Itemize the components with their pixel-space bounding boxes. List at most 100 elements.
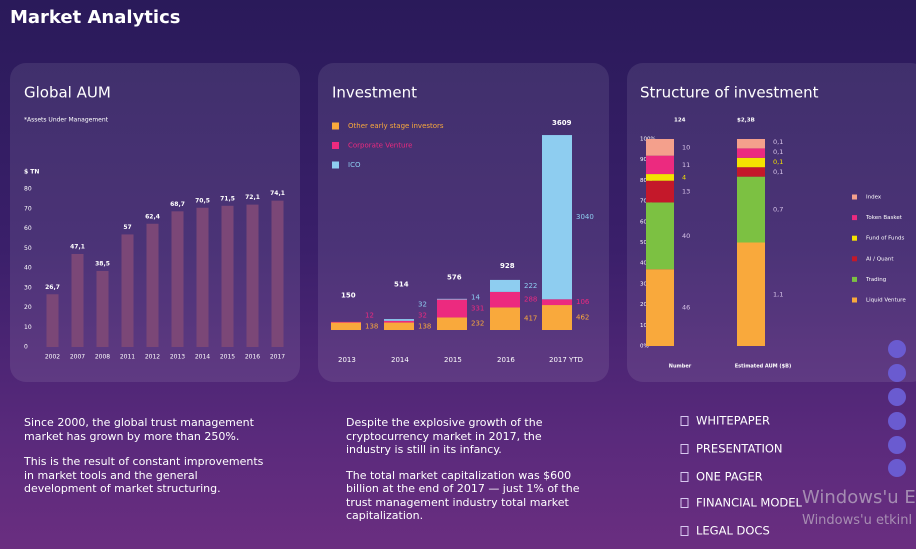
y-tick-label: 10: [24, 324, 32, 331]
x-tick-label: 2015: [220, 354, 235, 361]
social-icon[interactable]: [888, 340, 906, 358]
legend-swatch: [852, 297, 857, 303]
social-icon[interactable]: [888, 388, 906, 406]
link-icon: [680, 472, 689, 482]
bar-segment: [646, 202, 674, 270]
x-tick-label: 2016: [245, 354, 260, 361]
value-label: 288: [524, 296, 537, 304]
value-label: 462: [576, 314, 589, 322]
y-tick-label: 20: [24, 304, 32, 311]
x-tick-label: 2007: [70, 354, 85, 361]
social-icon[interactable]: [888, 459, 906, 477]
value-label: 40: [682, 232, 690, 240]
x-tick-label: 2008: [95, 354, 110, 361]
bar: [46, 294, 59, 347]
legend-label: Trading: [865, 277, 886, 283]
nav-link[interactable]: LEGAL DOCS: [680, 524, 770, 538]
value-label: 106: [576, 298, 590, 306]
y-tick-label: 70: [24, 205, 32, 212]
x-tick-label: 2015: [444, 356, 462, 364]
link-label: PRESENTATION: [696, 442, 783, 456]
nav-link[interactable]: WHITEPAPER: [680, 414, 770, 428]
bar-segment: [331, 321, 361, 323]
paragraph: The total market capitalization was $600…: [346, 468, 580, 523]
value-label: 47,1: [70, 243, 85, 250]
value-label: 0,1: [773, 138, 783, 146]
subtitle: *Assets Under Management: [24, 117, 109, 124]
bar-segment: [737, 139, 765, 149]
social-icons: [888, 340, 906, 477]
nav-link[interactable]: FINANCIAL MODEL: [680, 496, 803, 510]
y-tick-label: 30: [24, 284, 32, 291]
bar-segment: [437, 298, 467, 300]
value-label: 72,1: [245, 194, 260, 201]
legend-label: Index: [866, 195, 882, 201]
value-label: 26,7: [45, 284, 60, 291]
bar-segment: [542, 299, 572, 306]
bar-segment: [737, 148, 765, 158]
card: [627, 63, 916, 382]
total-label: 576: [447, 274, 462, 282]
nav-link[interactable]: ONE PAGER: [680, 470, 763, 484]
bar: [171, 211, 184, 347]
bar-segment: [646, 139, 674, 156]
link-label: FINANCIAL MODEL: [696, 496, 803, 510]
left-text: Since 2000, the global trust management …: [24, 416, 269, 508]
bar: [121, 234, 134, 347]
social-icon[interactable]: [888, 412, 906, 430]
bar-segment: [737, 176, 765, 243]
x-tick-label: 2011: [120, 354, 135, 361]
x-tick-label: 2002: [45, 354, 60, 361]
x-tick-label: 2013: [338, 356, 356, 364]
value-label: 70,5: [195, 197, 210, 204]
total-label: 928: [500, 262, 515, 270]
legend-swatch: [852, 235, 857, 241]
value-label: 232: [471, 320, 484, 328]
total-label: $2,3B: [737, 118, 755, 124]
social-icon[interactable]: [888, 364, 906, 382]
value-label: 0,1: [773, 148, 783, 156]
x-tick-label: 2012: [145, 354, 160, 361]
legend-swatch: [852, 276, 857, 282]
value-label: 57: [123, 224, 131, 231]
value-label: 46: [682, 304, 690, 312]
card-title: Global AUM: [24, 84, 111, 102]
bar-segment: [542, 305, 572, 330]
legend-label: Fund of Funds: [866, 236, 904, 242]
x-tick-label: 2017: [270, 354, 285, 361]
bar-segment: [384, 322, 414, 330]
link-icon: [680, 526, 689, 536]
value-label: 13: [682, 188, 690, 196]
bar-segment: [646, 155, 674, 175]
legend-swatch: [332, 161, 339, 169]
social-icon[interactable]: [888, 436, 906, 454]
bar: [71, 253, 84, 347]
nav-link[interactable]: PRESENTATION: [680, 442, 783, 456]
bar-segment: [437, 299, 467, 318]
bar: [196, 207, 209, 347]
y-tick-label: 80: [24, 186, 32, 193]
bar-segment: [737, 242, 765, 346]
bar-segment: [646, 269, 674, 346]
middle-text: Despite the explosive growth of the cryp…: [346, 416, 586, 535]
value-label: 222: [524, 282, 537, 290]
x-tick-label: Number: [669, 364, 692, 370]
link-label: ONE PAGER: [696, 470, 763, 484]
legend-swatch: [852, 256, 857, 262]
paragraph: Since 2000, the global trust management …: [24, 416, 254, 443]
bar: [246, 204, 259, 347]
value-label: 32: [418, 300, 427, 308]
value-label: 32: [418, 311, 427, 319]
y-tick-label: 0: [24, 344, 28, 351]
y-tick-label: 0%: [640, 344, 649, 350]
x-tick-label: 2014: [391, 356, 409, 364]
link-label: LEGAL DOCS: [696, 524, 770, 538]
y-tick-label: 60: [24, 225, 32, 232]
bar: [271, 200, 284, 347]
value-label: 138: [365, 322, 378, 330]
x-tick-label: Estimated AUM ($B): [735, 364, 792, 370]
legend-label: AI / Quant: [866, 256, 894, 262]
value-label: 3040: [576, 213, 594, 221]
legend-label: Corporate Venture: [348, 142, 412, 150]
